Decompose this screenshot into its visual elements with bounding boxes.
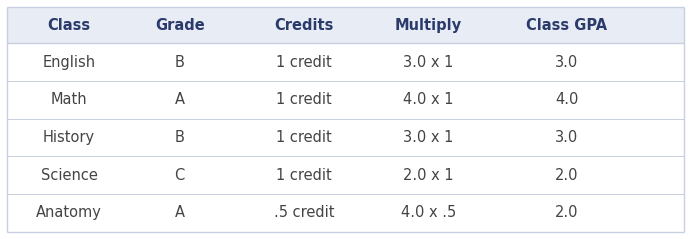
Text: Math: Math	[50, 92, 88, 108]
Text: English: English	[43, 55, 95, 70]
Text: 3.0 x 1: 3.0 x 1	[404, 55, 453, 70]
Text: A: A	[175, 206, 184, 221]
Text: 3.0: 3.0	[555, 130, 578, 145]
Text: B: B	[175, 130, 184, 145]
Text: 3.0 x 1: 3.0 x 1	[404, 130, 453, 145]
Text: Anatomy: Anatomy	[36, 206, 102, 221]
Text: Multiply: Multiply	[395, 18, 462, 33]
Text: 3.0: 3.0	[555, 55, 578, 70]
Text: 2.0: 2.0	[555, 206, 578, 221]
Text: Grade: Grade	[155, 18, 205, 33]
Text: 2.0: 2.0	[555, 168, 578, 183]
Bar	[7, 7, 684, 43]
Text: B: B	[175, 55, 184, 70]
Text: 4.0 x 1: 4.0 x 1	[403, 92, 454, 108]
Text: History: History	[43, 130, 95, 145]
Text: 2.0 x 1: 2.0 x 1	[403, 168, 454, 183]
Text: Credits: Credits	[274, 18, 334, 33]
Text: 4.0: 4.0	[555, 92, 578, 108]
Text: .5 credit: .5 credit	[274, 206, 334, 221]
Text: Class GPA: Class GPA	[526, 18, 607, 33]
Text: 1 credit: 1 credit	[276, 92, 332, 108]
Text: 1 credit: 1 credit	[276, 168, 332, 183]
Text: 4.0 x .5: 4.0 x .5	[401, 206, 456, 221]
Text: C: C	[175, 168, 184, 183]
Text: 1 credit: 1 credit	[276, 130, 332, 145]
Text: 1 credit: 1 credit	[276, 55, 332, 70]
Text: Science: Science	[41, 168, 97, 183]
Text: A: A	[175, 92, 184, 108]
Text: Class: Class	[48, 18, 91, 33]
